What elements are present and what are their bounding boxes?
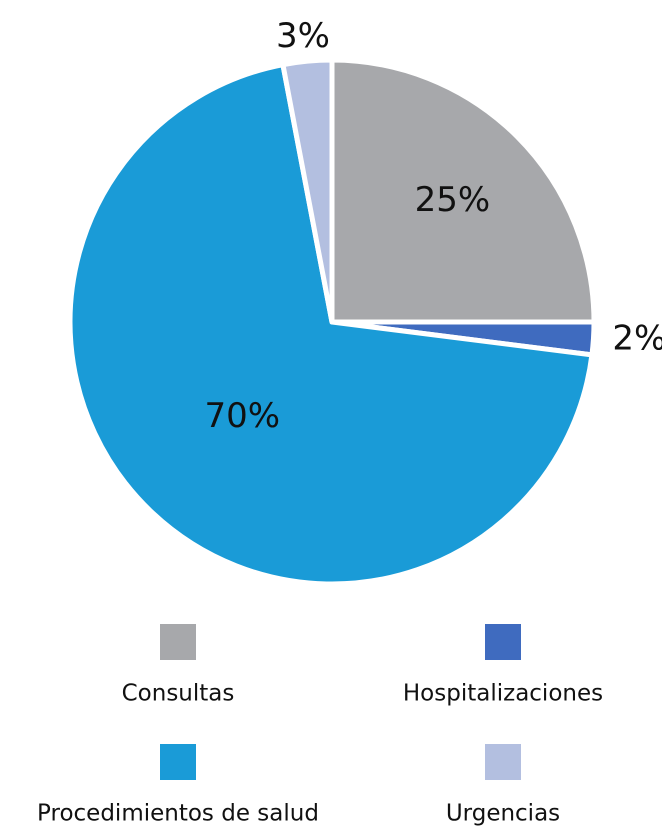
- legend-label: Urgencias: [446, 801, 560, 827]
- pie-slice: [329, 57, 597, 325]
- legend-swatch: [160, 624, 196, 660]
- legend-swatch: [160, 744, 196, 780]
- legend-label: Consultas: [122, 681, 235, 707]
- pie-slice: [280, 57, 335, 325]
- legend-label: Hospitalizaciones: [403, 681, 603, 707]
- pie-slice: [67, 62, 595, 587]
- data-label: 25%: [415, 180, 491, 220]
- data-label: 70%: [205, 396, 281, 436]
- data-label: 2%: [612, 318, 662, 358]
- data-label: 3%: [276, 16, 330, 56]
- legend-swatch: [485, 624, 521, 660]
- legend-swatch: [485, 744, 521, 780]
- legend-label: Procedimientos de salud: [37, 801, 319, 827]
